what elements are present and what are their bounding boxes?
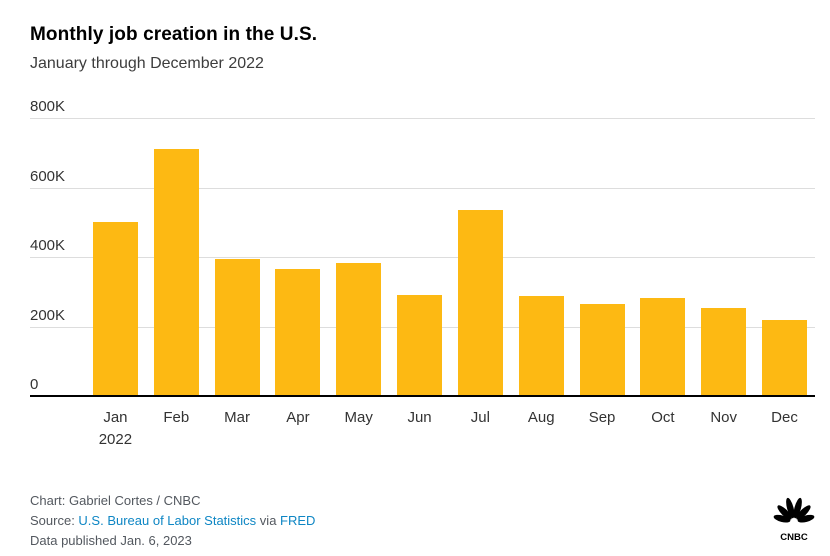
cnbc-peacock-icon: CNBC xyxy=(773,497,815,543)
bar-column-nov xyxy=(693,119,754,397)
x-tick-dec: Dec xyxy=(771,409,798,426)
bar-column-jun xyxy=(389,119,450,397)
x-tick-aug: Aug xyxy=(527,409,555,426)
bar-oct xyxy=(640,298,686,397)
chart-published: Data published Jan. 6, 2023 xyxy=(30,532,192,548)
x-tick-sep: Sep xyxy=(588,409,616,426)
bar-mar xyxy=(214,258,260,397)
bar-column-sep xyxy=(572,119,633,397)
bar-column-feb xyxy=(146,119,207,397)
bar-column-jul xyxy=(450,119,511,397)
x-tick-feb: Feb xyxy=(163,409,190,426)
chart-footer: Chart: Gabriel Cortes / CNBC Source: U.S… xyxy=(30,491,815,551)
cnbc-logo-text: CNBC xyxy=(780,532,808,543)
bar-may xyxy=(336,262,382,397)
bar-column-mar xyxy=(207,119,268,397)
cnbc-logo: CNBC xyxy=(773,497,815,549)
source-via: via xyxy=(256,512,281,528)
bar-nov xyxy=(701,308,747,397)
y-tick-label-400K: 400K xyxy=(30,237,66,254)
bar-column-dec xyxy=(754,119,815,397)
bars-group xyxy=(85,119,815,397)
bar-jul xyxy=(457,210,503,397)
x-tick-apr: Apr xyxy=(286,409,310,426)
bar-jan xyxy=(92,221,138,397)
bar-column-jan xyxy=(85,119,146,397)
chart-source: Source: U.S. Bureau of Labor Statistics … xyxy=(30,511,755,531)
x-tick-may: May xyxy=(344,409,373,426)
plot-area: 0 200K 400K 600K 800K xyxy=(30,98,815,397)
bar-sep xyxy=(579,303,625,397)
bar-column-oct xyxy=(632,119,693,397)
bar-column-may xyxy=(328,119,389,397)
x-tick-nov: Nov xyxy=(710,409,738,426)
y-tick-label-0: 0 xyxy=(30,376,39,393)
bar-column-apr xyxy=(267,119,328,397)
x-axis: Jan 2022 Feb Mar Apr May Jun Jul Aug Sep Oct Nov Dec xyxy=(85,397,815,451)
chart-credit: Chart: Gabriel Cortes / CNBC xyxy=(30,492,201,508)
source-prefix: Source: xyxy=(30,512,79,528)
bar-dec xyxy=(762,319,808,397)
bar-column-aug xyxy=(511,119,572,397)
gridline-600K: 600K xyxy=(30,168,815,189)
source-link-fred[interactable]: FRED xyxy=(280,512,316,528)
y-tick-label-800K: 800K xyxy=(30,98,66,115)
y-tick-label-200K: 200K xyxy=(30,306,66,324)
bar-feb xyxy=(153,148,199,397)
x-tick-oct: Oct xyxy=(651,409,675,426)
gridline-400K: 400K xyxy=(30,237,815,258)
bar-jun xyxy=(397,295,443,397)
x-tick-jun: Jun xyxy=(407,409,432,426)
bar-chart: 0 200K 400K 600K 800K Jan 2022 Feb Mar Apr May Jun… xyxy=(30,98,815,451)
x-tick-jul: Jul xyxy=(470,409,490,426)
bar-aug xyxy=(518,295,564,397)
chart-title: Monthly job creation in the U.S. xyxy=(30,24,318,45)
gridline-800K: 800K xyxy=(30,98,815,119)
x-axis-baseline: 0 xyxy=(30,376,815,397)
x-tick-mar: Mar xyxy=(224,409,250,426)
y-tick-label-600K: 600K xyxy=(30,167,66,185)
source-link-bls[interactable]: U.S. Bureau of Labor Statistics xyxy=(78,512,257,528)
x-tick-jan: Jan 2022 xyxy=(98,409,133,448)
bar-apr xyxy=(275,269,321,397)
chart-subtitle: January through December 2022 xyxy=(30,55,264,72)
